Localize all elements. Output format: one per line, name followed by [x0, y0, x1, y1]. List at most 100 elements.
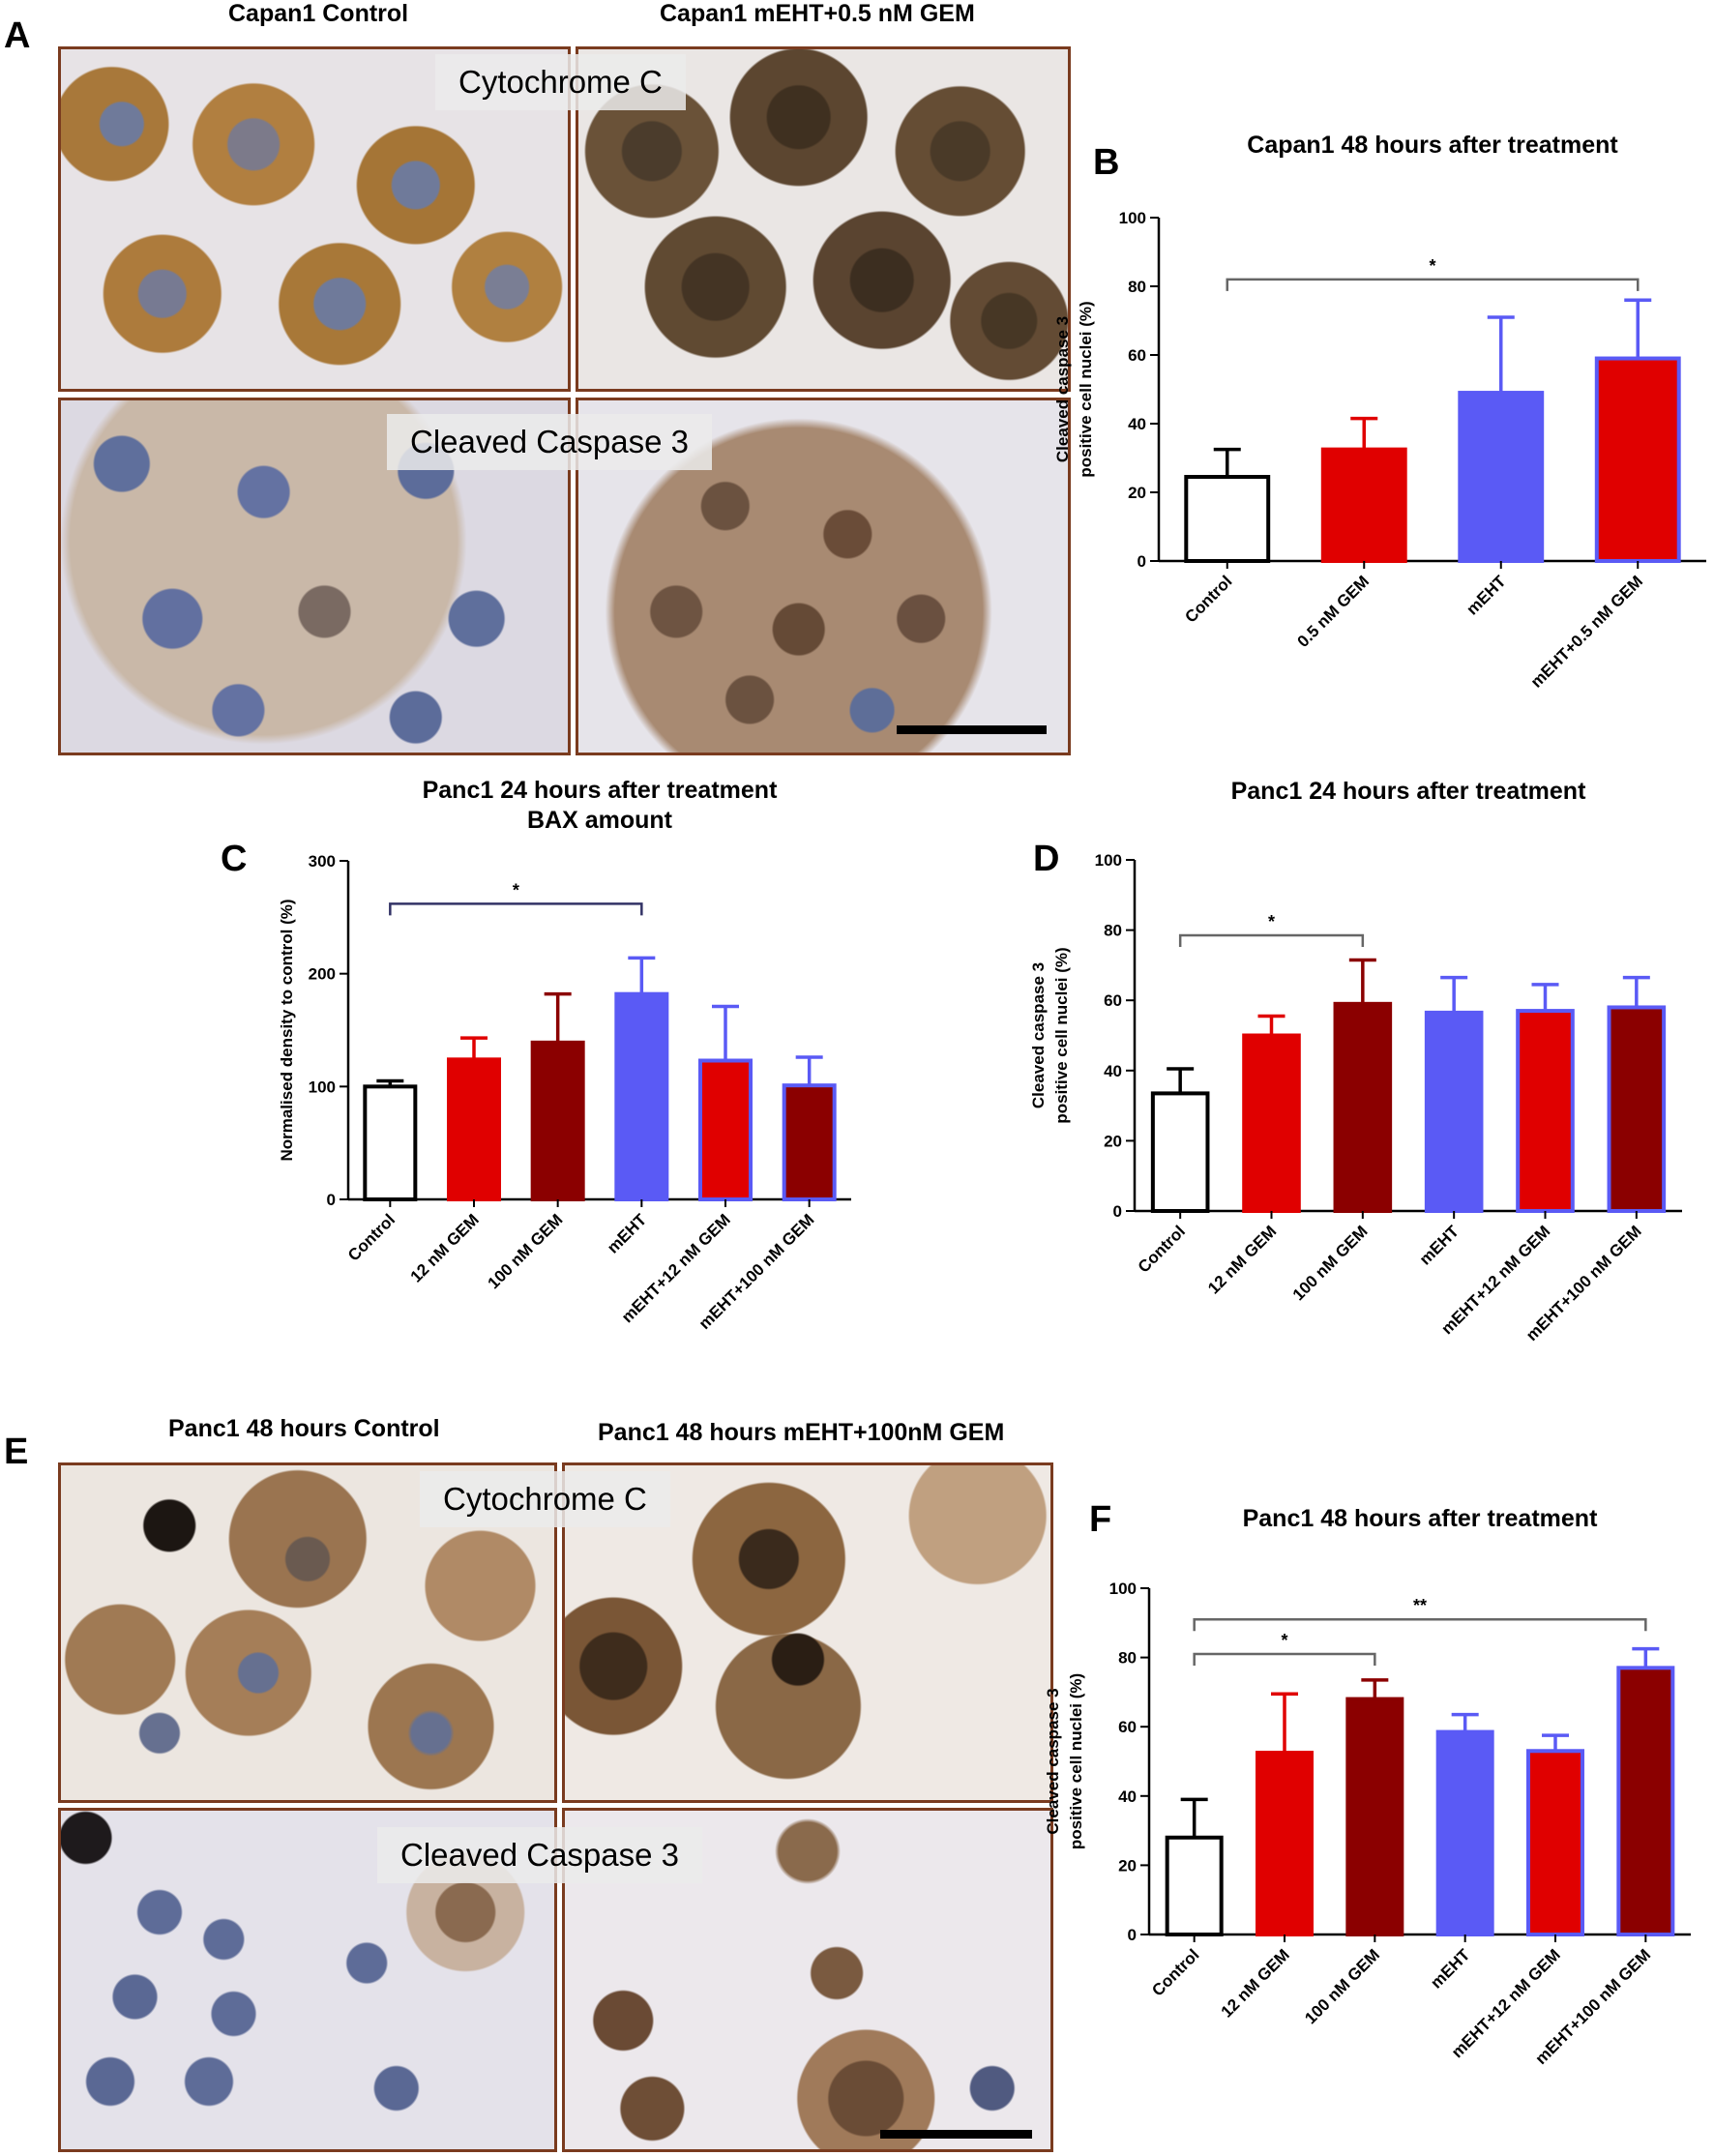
y-tick-label: 100	[309, 1078, 336, 1096]
x-tick-label: Control	[1181, 572, 1235, 626]
significance-label: *	[1268, 912, 1275, 931]
y-tick-label: 0	[327, 1191, 336, 1209]
bar-meht-12-nm-gem	[698, 1058, 753, 1201]
bar-meht-12-nm-gem	[1516, 1009, 1575, 1213]
x-tick-label: 12 nM GEM	[407, 1210, 483, 1285]
x-tick-label: 12 nM GEM	[1218, 1945, 1293, 2021]
x-tick-label: 100 nM GEM	[485, 1210, 567, 1292]
panel-letter-d: D	[1033, 839, 1060, 879]
bar-meht-0-5-nm-gem	[1594, 356, 1681, 563]
significance-label: *	[1429, 256, 1435, 276]
stain-label-cleaved-caspase-3-e: Cleaved Caspase 3	[377, 1827, 703, 1883]
y-tick-label: 60	[1128, 346, 1146, 365]
chart-title: Panc1 24 hours after treatment	[423, 777, 778, 804]
x-tick-label: mEHT	[1463, 572, 1510, 619]
micrograph-capan1-treated-cleaved-caspase-3	[576, 398, 1071, 755]
micrograph-capan1-treated-cytochrome-c	[576, 46, 1071, 392]
y-axis-label: positive cell nuclei (%)	[1067, 1673, 1085, 1849]
x-tick-label: Control	[1148, 1945, 1202, 1999]
y-tick-label: 100	[1119, 209, 1146, 227]
scale-bar-a	[897, 725, 1047, 734]
bar-meht	[1435, 1729, 1494, 1936]
bar-control	[363, 1084, 418, 1202]
y-axis-label: positive cell nuclei (%)	[1077, 301, 1095, 477]
bar-100-nm-gem	[1333, 1001, 1393, 1213]
bar-12-nm-gem	[447, 1057, 501, 1202]
y-tick-label: 200	[309, 965, 336, 984]
y-tick-label: 0	[1128, 1926, 1137, 1944]
panel-a-col-title-control: Capan1 Control	[228, 0, 409, 27]
significance-label: *	[513, 880, 519, 900]
significance-bracket	[1226, 278, 1640, 291]
panel-a-col-title-treated: Capan1 mEHT+0.5 nM GEM	[660, 0, 975, 27]
micrograph-panc1-control-cleaved-caspase-3	[58, 1808, 557, 2152]
y-tick-label: 20	[1118, 1856, 1137, 1875]
y-tick-label: 80	[1118, 1649, 1137, 1668]
y-axis-label: positive cell nuclei (%)	[1052, 947, 1071, 1123]
bar-100-nm-gem	[530, 1040, 585, 1202]
chart-f: Panc1 48 hours after treatment 0 20 40 60 80 1…	[1044, 1505, 1691, 2068]
x-tick-label: 12 nM GEM	[1204, 1222, 1280, 1297]
chart-title: Capan1 48 hours after treatment	[1247, 132, 1618, 159]
y-tick-label: 80	[1104, 922, 1122, 940]
x-tick-label: mEHT+0.5 nM GEM	[1527, 572, 1646, 691]
bar-100-nm-gem	[1345, 1697, 1404, 1936]
panel-letter-f: F	[1089, 1499, 1112, 1540]
panel-e-col-title-treated: Panc1 48 hours mEHT+100nM GEM	[598, 1419, 1005, 1446]
y-tick-label: 40	[1104, 1062, 1122, 1080]
bar-meht-100-nm-gem	[782, 1083, 837, 1201]
x-tick-label: 0.5 nM GEM	[1294, 572, 1374, 651]
y-tick-label: 40	[1118, 1787, 1137, 1806]
scale-bar-e	[880, 2130, 1032, 2139]
bar-0-5-nm-gem	[1320, 447, 1407, 563]
y-tick-label: 20	[1128, 484, 1146, 502]
significance-bracket	[1178, 933, 1365, 948]
x-tick-label: mEHT	[1416, 1222, 1463, 1269]
x-tick-label: mEHT	[604, 1210, 651, 1257]
bar-meht	[1424, 1010, 1484, 1213]
y-tick-label: 300	[309, 852, 336, 871]
x-tick-label: Control	[1135, 1222, 1189, 1276]
bar-meht-100-nm-gem	[1607, 1005, 1667, 1213]
y-tick-label: 100	[1109, 1580, 1137, 1598]
chart-d: Panc1 24 hours after treatment 0 20 40 60 80 1…	[1029, 778, 1682, 1344]
stain-label-cleaved-caspase-3-a: Cleaved Caspase 3	[387, 414, 713, 470]
stain-label-cytochrome-c-a: Cytochrome C	[435, 54, 686, 110]
chart-c: Panc1 24 hours after treatment BAX amount…	[278, 777, 851, 1333]
y-tick-label: 80	[1128, 278, 1146, 296]
y-tick-label: 0	[1138, 552, 1146, 571]
bar-12-nm-gem	[1256, 1751, 1314, 1936]
panel-letter-b: B	[1093, 142, 1120, 183]
bar-meht	[614, 991, 669, 1201]
y-axis-label: Cleaved caspase 3	[1053, 316, 1072, 462]
y-tick-label: 100	[1095, 851, 1122, 870]
panel-letter-e: E	[4, 1432, 29, 1472]
chart-subtitle: BAX amount	[527, 807, 673, 834]
bar-control	[1165, 1835, 1224, 1937]
x-tick-label: Control	[344, 1210, 399, 1264]
y-tick-label: 40	[1128, 415, 1146, 433]
bar-meht-12-nm-gem	[1526, 1749, 1584, 1937]
significance-label: **	[1413, 1596, 1427, 1615]
micrograph-capan1-control-cleaved-caspase-3	[58, 398, 571, 755]
y-tick-label: 60	[1118, 1718, 1137, 1736]
y-tick-label: 60	[1104, 991, 1122, 1010]
micrograph-panc1-treated-cytochrome-c	[562, 1462, 1053, 1803]
panel-letter-c: C	[221, 839, 248, 879]
stain-label-cytochrome-c-e: Cytochrome C	[420, 1471, 670, 1527]
bar-meht-100-nm-gem	[1616, 1666, 1675, 1936]
bar-12-nm-gem	[1242, 1033, 1301, 1213]
y-axis-label: Cleaved caspase 3	[1029, 962, 1048, 1108]
bar-meht	[1458, 391, 1545, 563]
panel-e-col-title-control: Panc1 48 hours Control	[168, 1415, 440, 1442]
x-tick-label: 100 nM GEM	[1289, 1222, 1372, 1304]
chart-title: Panc1 48 hours after treatment	[1243, 1505, 1598, 1532]
chart-b: Capan1 48 hours after treatment 0 20 40 60 80…	[1053, 132, 1706, 692]
panel-letter-a: A	[4, 15, 31, 56]
y-tick-label: 20	[1104, 1132, 1122, 1150]
bar-control	[1184, 475, 1271, 563]
micrograph-panc1-control-cytochrome-c	[58, 1462, 557, 1803]
y-axis-label: Normalised density to control (%)	[278, 899, 296, 1161]
y-tick-label: 0	[1113, 1202, 1122, 1221]
chart-title: Panc1 24 hours after treatment	[1231, 778, 1586, 805]
